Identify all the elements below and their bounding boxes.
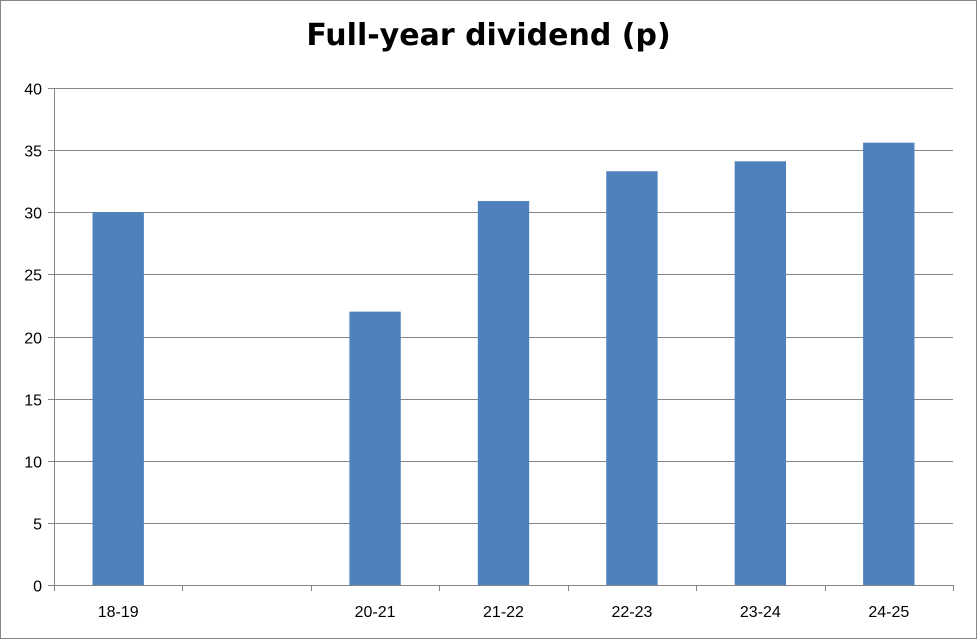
bar-5: [734, 161, 787, 585]
x-tick-labels: 18-19 20-21 21-22 22-23 23-24 24-25: [98, 604, 910, 621]
bar-4: [606, 171, 658, 585]
x-tick-label-4: 22-23: [611, 604, 652, 621]
y-tick-label-5: 25: [24, 268, 42, 285]
y-tick-label-7: 35: [24, 144, 42, 161]
axes: [48, 88, 954, 591]
bars: [92, 142, 915, 586]
bar-2: [349, 311, 401, 585]
y-tick-label-3: 15: [24, 393, 42, 410]
y-tick-label-0: 0: [33, 579, 42, 596]
y-tick-label-8: 40: [24, 82, 42, 99]
y-tick-labels: 0 5 10 15 20 25 30 35 40: [24, 82, 42, 596]
y-tick-label-4: 20: [24, 331, 42, 348]
bar-0: [92, 212, 144, 585]
x-tick-label-0: 18-19: [98, 604, 139, 621]
y-tick-label-6: 30: [24, 206, 42, 223]
chart-title: Full-year dividend (p): [306, 18, 671, 53]
y-tick-label-2: 10: [24, 455, 42, 472]
x-tick-label-5: 23-24: [740, 604, 781, 621]
y-tick-label-1: 5: [33, 517, 42, 534]
bar-6: [863, 142, 915, 586]
x-tick-label-6: 24-25: [868, 604, 909, 621]
bar-3: [477, 201, 530, 585]
x-tick-label-3: 21-22: [483, 604, 524, 621]
x-tick-label-2: 20-21: [355, 604, 396, 621]
